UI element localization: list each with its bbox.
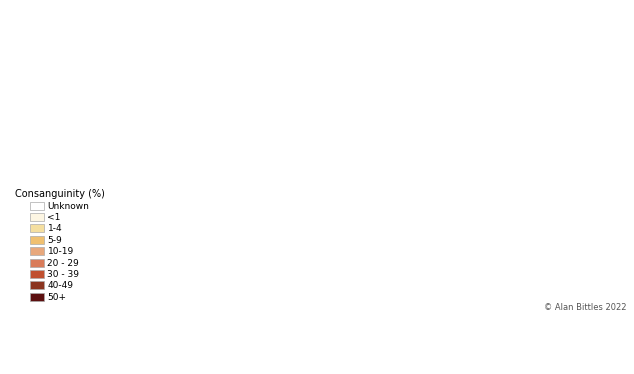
Text: © Alan Bittles 2022: © Alan Bittles 2022	[544, 303, 626, 312]
Legend: Unknown, <1, 1-4, 5-9, 10-19, 20 - 29, 30 - 39, 40-49, 50+: Unknown, <1, 1-4, 5-9, 10-19, 20 - 29, 3…	[12, 187, 108, 304]
